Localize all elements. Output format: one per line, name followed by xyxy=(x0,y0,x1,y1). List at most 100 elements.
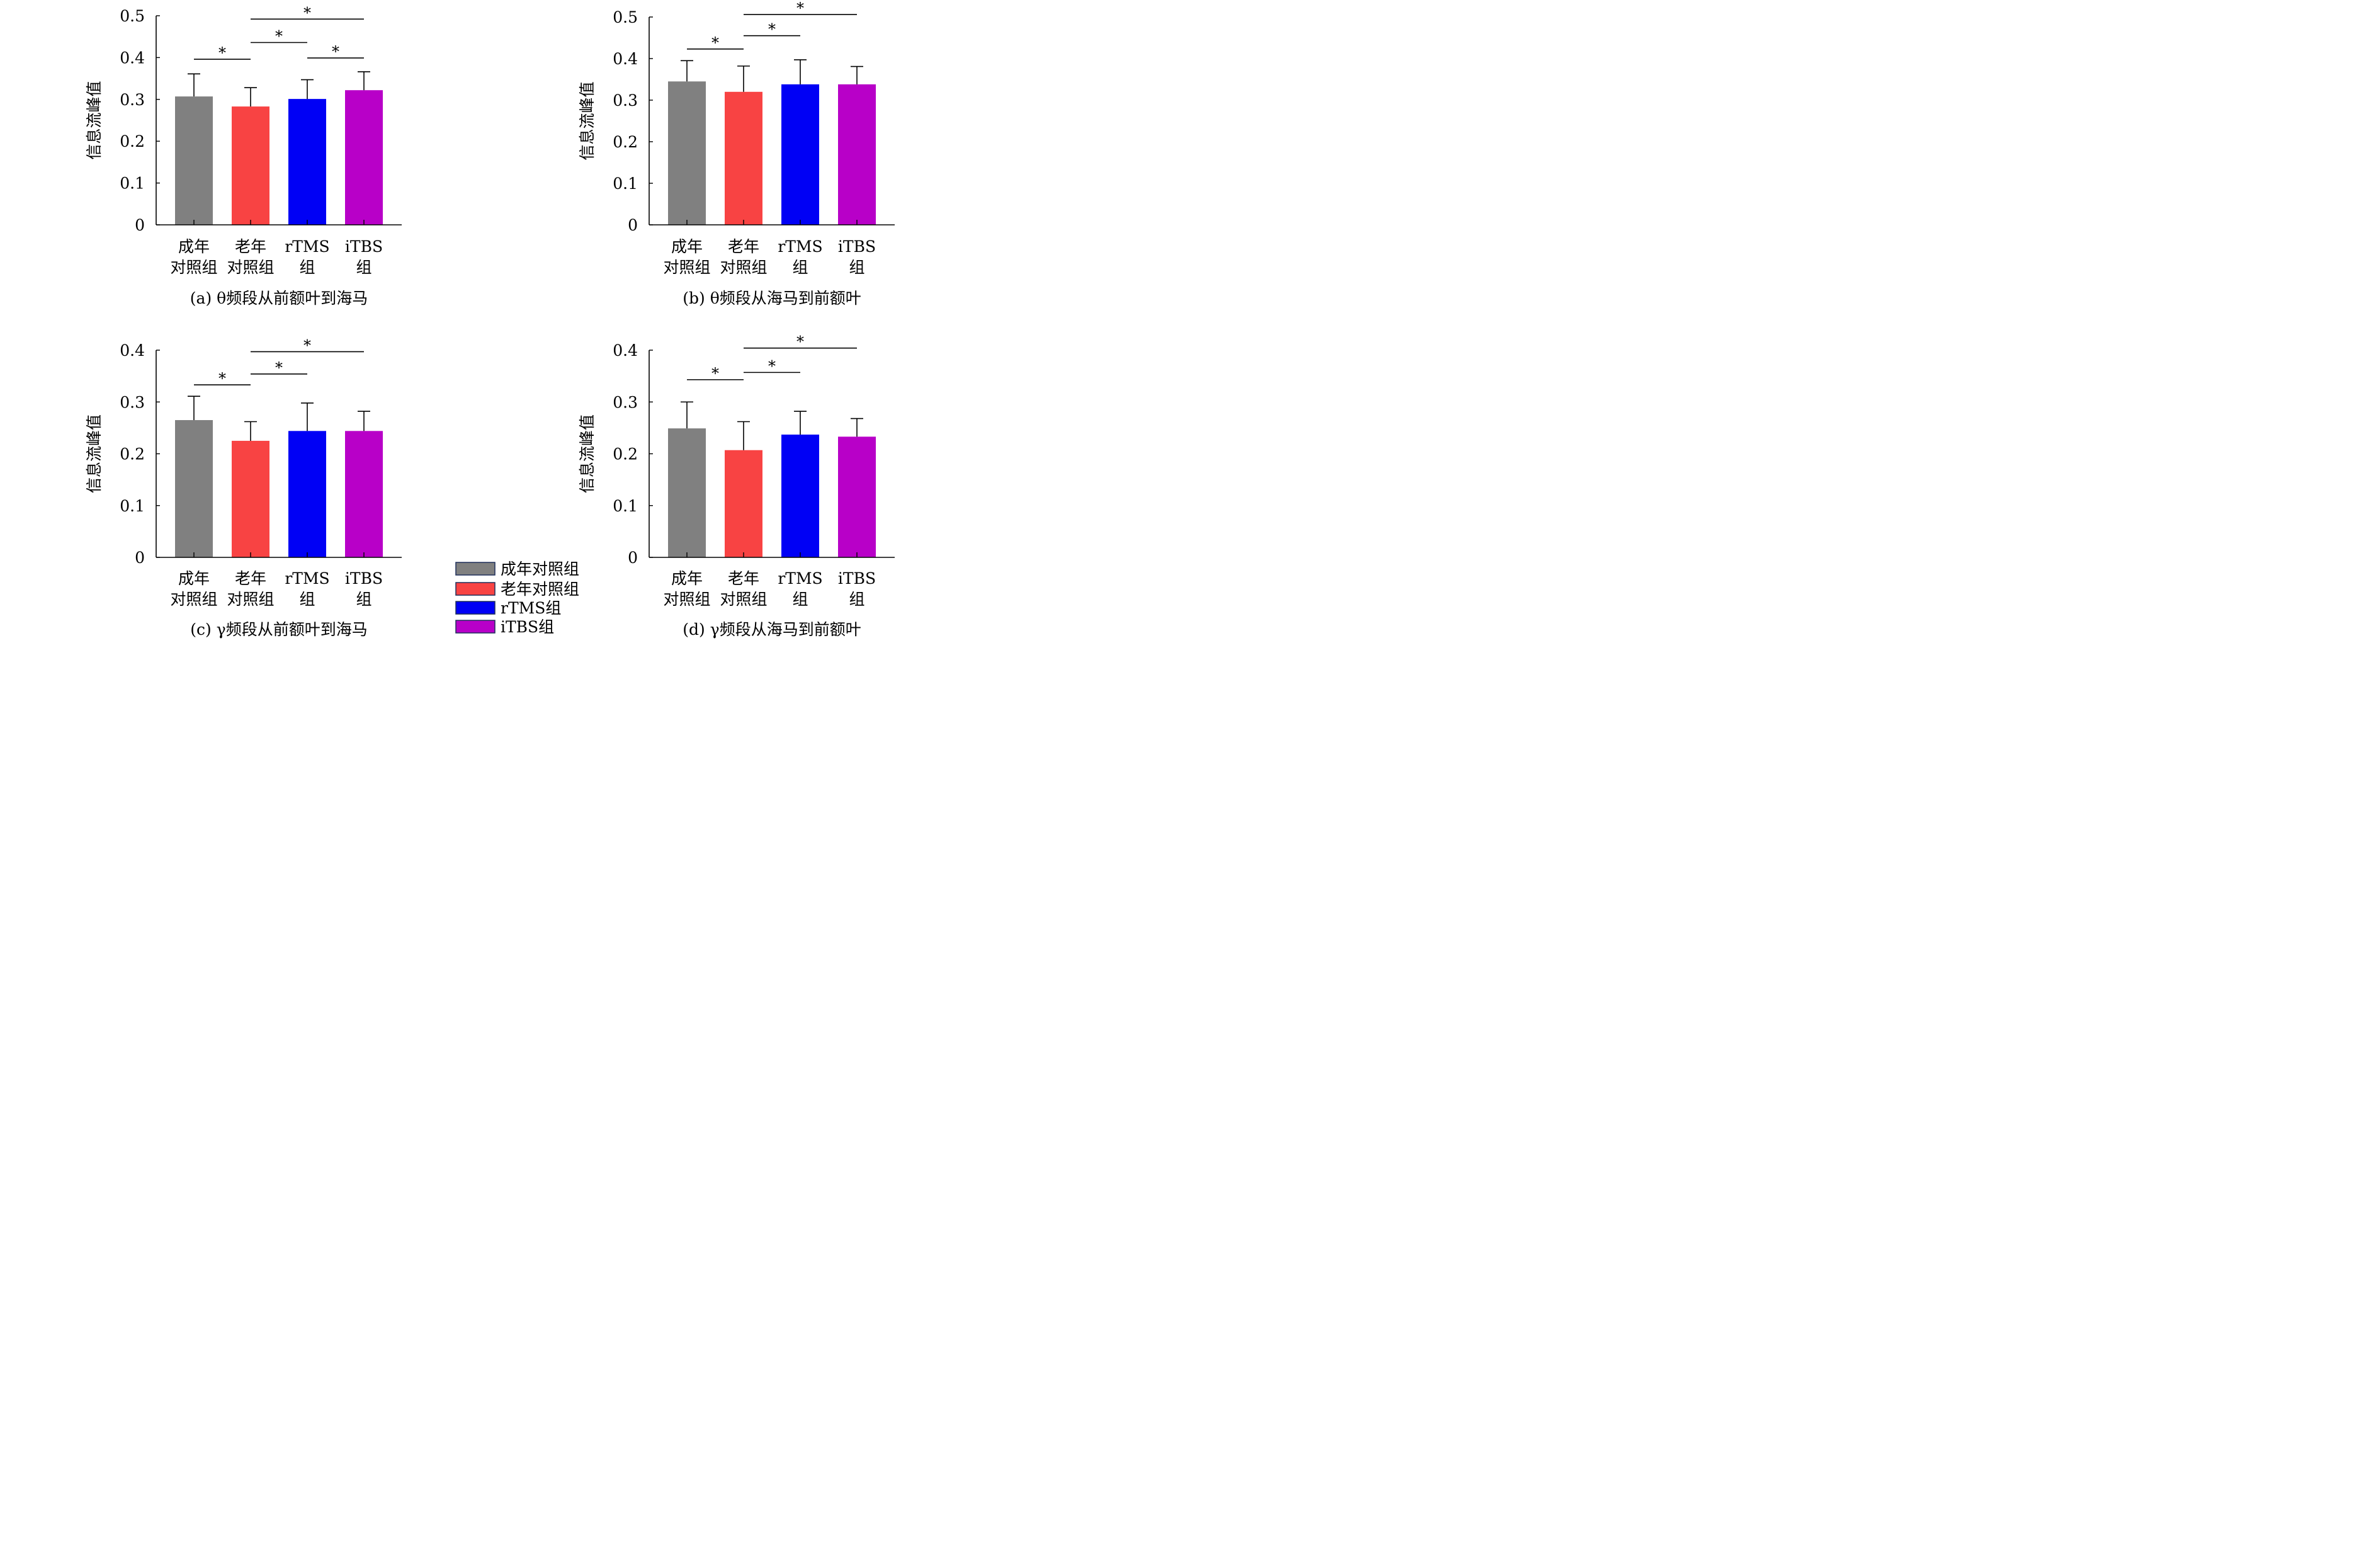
bar xyxy=(175,420,213,557)
bar xyxy=(781,84,819,225)
category-label: iTBS xyxy=(345,569,383,588)
figure: 00.10.20.30.40.5信息流峰值成年对照组老年对照组rTMS组iTBS… xyxy=(85,0,895,639)
category-label: 组 xyxy=(356,590,371,608)
chart-panel: 00.10.20.30.40.5信息流峰值成年对照组老年对照组rTMS组iTBS… xyxy=(85,4,402,307)
significance-marker: * xyxy=(796,0,804,17)
category-label: 组 xyxy=(792,590,808,608)
category-label: 组 xyxy=(849,590,864,608)
category-label: rTMS xyxy=(285,237,329,256)
y-tick-label: 0.3 xyxy=(613,91,638,110)
y-tick-label: 0.3 xyxy=(120,393,145,411)
category-label: 对照组 xyxy=(720,590,767,608)
bar xyxy=(668,428,706,557)
y-tick-label: 0.4 xyxy=(120,48,145,67)
significance-marker: * xyxy=(768,21,776,38)
category-label: rTMS xyxy=(285,569,329,588)
y-tick-label: 0 xyxy=(135,549,145,567)
y-tick-label: 0.3 xyxy=(613,393,638,411)
category-label: iTBS xyxy=(345,237,383,256)
significance-marker: * xyxy=(303,336,311,354)
category-label: 对照组 xyxy=(227,590,274,608)
category-label: 老年 xyxy=(235,237,266,256)
bar xyxy=(345,90,383,225)
legend-label: rTMS组 xyxy=(501,599,561,617)
y-tick-label: 0.1 xyxy=(613,174,638,193)
bar xyxy=(781,435,819,557)
significance-marker: * xyxy=(303,4,311,21)
category-label: 老年 xyxy=(728,569,759,588)
category-label: 组 xyxy=(792,258,808,276)
chart-caption: (d) γ频段从海马到前额叶 xyxy=(683,620,861,639)
category-label: 成年 xyxy=(178,237,210,256)
y-tick-label: 0 xyxy=(628,216,638,234)
legend-label: iTBS组 xyxy=(501,618,554,636)
category-label: 对照组 xyxy=(663,258,710,276)
legend-swatch xyxy=(455,562,496,576)
y-axis-label: 信息流峰值 xyxy=(578,81,596,160)
category-label: 组 xyxy=(299,590,315,608)
significance-marker: * xyxy=(711,365,719,382)
y-tick-label: 0.2 xyxy=(120,132,145,151)
category-label: 对照组 xyxy=(720,258,767,276)
significance-marker: * xyxy=(275,27,283,45)
y-tick-label: 0.1 xyxy=(120,497,145,515)
category-label: 对照组 xyxy=(663,590,710,608)
legend-label: 老年对照组 xyxy=(501,580,579,598)
category-label: iTBS xyxy=(838,237,876,256)
category-label: rTMS xyxy=(778,237,822,256)
chart-panel: 00.10.20.30.4信息流峰值成年对照组老年对照组rTMS组iTBS组**… xyxy=(85,336,402,639)
chart-panel: 00.10.20.30.40.5信息流峰值成年对照组老年对照组rTMS组iTBS… xyxy=(578,0,895,307)
bar xyxy=(725,450,762,557)
chart-caption: (c) γ频段从前额叶到海马 xyxy=(190,620,367,639)
category-label: 老年 xyxy=(235,569,266,588)
legend-swatch xyxy=(455,620,496,634)
legend-swatch xyxy=(455,582,496,596)
y-tick-label: 0.2 xyxy=(120,445,145,464)
y-tick-label: 0.3 xyxy=(120,91,145,109)
category-label: 组 xyxy=(356,258,371,276)
y-tick-label: 0.1 xyxy=(613,497,638,515)
bar xyxy=(668,81,706,225)
category-label: 对照组 xyxy=(170,590,217,608)
significance-marker: * xyxy=(218,44,226,62)
category-label: 老年 xyxy=(728,237,759,256)
y-axis-label: 信息流峰值 xyxy=(578,414,596,493)
category-label: 成年 xyxy=(178,569,210,588)
chart-caption: (a) θ频段从前额叶到海马 xyxy=(190,289,368,307)
chart-panel: 00.10.20.30.4信息流峰值成年对照组老年对照组rTMS组iTBS组**… xyxy=(578,333,895,639)
y-tick-label: 0.1 xyxy=(120,174,145,193)
bar xyxy=(725,91,762,225)
significance-marker: * xyxy=(768,357,776,375)
category-label: 对照组 xyxy=(227,258,274,276)
y-tick-label: 0.2 xyxy=(613,133,638,151)
legend-swatch xyxy=(455,601,496,615)
bar xyxy=(838,84,876,225)
y-tick-label: 0.5 xyxy=(613,8,638,26)
bar xyxy=(175,96,213,225)
significance-marker: * xyxy=(796,333,804,351)
significance-marker: * xyxy=(711,34,719,52)
significance-marker: * xyxy=(218,370,226,387)
category-label: rTMS xyxy=(778,569,822,588)
y-tick-label: 0.4 xyxy=(613,341,638,360)
bar xyxy=(288,431,326,557)
significance-marker: * xyxy=(275,359,283,377)
y-tick-label: 0.2 xyxy=(613,445,638,464)
category-label: 成年 xyxy=(671,569,703,588)
legend-label: 成年对照组 xyxy=(501,560,579,578)
y-tick-label: 0.5 xyxy=(120,7,145,25)
significance-marker: * xyxy=(332,43,339,60)
bar xyxy=(838,436,876,557)
bar xyxy=(345,431,383,557)
y-tick-label: 0 xyxy=(135,216,145,234)
y-tick-label: 0.4 xyxy=(120,341,145,360)
category-label: iTBS xyxy=(838,569,876,588)
chart-caption: (b) θ频段从海马到前额叶 xyxy=(683,289,861,307)
bar xyxy=(232,106,269,225)
category-label: 组 xyxy=(299,258,315,276)
bar xyxy=(232,440,269,557)
y-axis-label: 信息流峰值 xyxy=(85,414,103,493)
category-label: 对照组 xyxy=(170,258,217,276)
category-label: 成年 xyxy=(671,237,703,256)
